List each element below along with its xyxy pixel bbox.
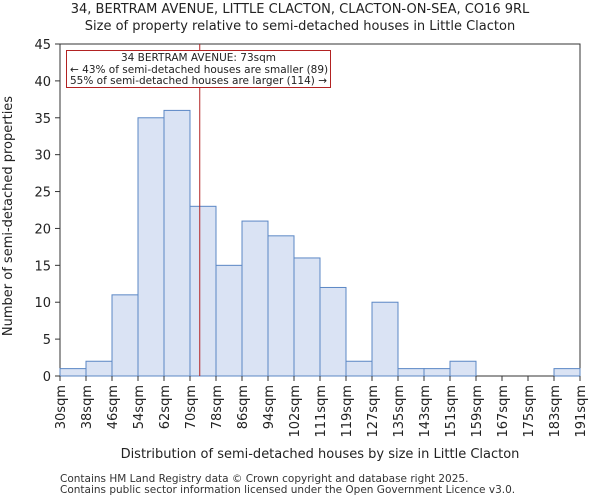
x-tick-label: 70sqm [184,385,199,429]
bar-54sqm [137,117,165,377]
x-tick-label: 38sqm [80,385,95,429]
histogram-chart: 0 5 10 15 20 25 30 35 40 45 30sqm 38sqm 46sqm 54sqm 6… [1,38,589,462]
y-axis-label: Number of semi-detached properties [1,96,16,336]
bar-38sqm [85,360,113,377]
y-tick-label: 15 [34,259,51,274]
x-tick-label: 183sqm [548,385,563,438]
x-tick-label: 62sqm [158,385,173,429]
bar-62sqm [163,109,191,377]
x-axis-label: Distribution of semi-detached houses by … [121,447,520,462]
bar-135sqm [397,368,425,377]
x-tick-label: 119sqm [340,385,355,438]
x-tick-label: 94sqm [262,385,277,429]
x-tick-label: 111sqm [314,385,329,438]
bar-94sqm [267,235,295,377]
annotation-box: 34 BERTRAM AVENUE: 73sqm ← 43% of semi-d… [66,50,331,88]
x-tick-label: 143sqm [418,385,433,438]
x-tick-label: 167sqm [496,385,511,438]
bar-30sqm [59,368,87,377]
x-tick-label: 159sqm [470,385,485,438]
y-tick-label: 20 [34,222,51,237]
bar-111sqm [319,286,347,377]
bar-70sqm [189,205,217,377]
y-tick-label: 40 [34,75,51,90]
bar-119sqm [345,360,373,377]
y-tick-label: 35 [34,112,51,127]
x-tick-label: 135sqm [392,385,407,438]
y-tick-label: 0 [43,370,51,385]
bar-46sqm [111,294,139,377]
chart-subtitle: Size of property relative to semi-detach… [84,19,516,34]
y-tick-label: 30 [34,149,51,164]
bar-127sqm [371,301,399,377]
bar-143sqm [423,368,451,377]
x-tick-label: 191sqm [574,385,589,438]
x-tick-label: 78sqm [210,385,225,429]
bar-102sqm [293,257,321,377]
annotation-smaller: ← 43% of semi-detached houses are smalle… [70,63,329,76]
x-tick-label: 46sqm [106,385,121,429]
chart-title: 34, BERTRAM AVENUE, LITTLE CLACTON, CLAC… [70,2,530,17]
x-tick-label: 102sqm [288,385,303,438]
footer-line-2: Contains public sector information licen… [60,484,516,496]
y-tick-label: 10 [34,296,51,311]
bar-183sqm [553,368,581,377]
x-tick-label: 151sqm [444,385,459,438]
y-tick-label: 25 [34,186,51,201]
bar-151sqm [449,360,477,377]
y-tick-label: 5 [43,333,51,348]
x-tick-label: 127sqm [366,385,381,438]
x-tick-label: 86sqm [236,385,251,429]
x-tick-label: 30sqm [54,385,69,429]
x-tick-label: 54sqm [132,385,147,429]
bar-86sqm [241,220,269,377]
x-tick-label: 175sqm [522,385,537,438]
bar-78sqm [215,264,243,377]
y-tick-label: 45 [34,38,51,53]
annotation-title: 34 BERTRAM AVENUE: 73sqm [120,52,277,64]
annotation-larger: 55% of semi-detached houses are larger (… [70,75,327,87]
footer-line-1: Contains HM Land Registry data © Crown c… [60,473,469,485]
